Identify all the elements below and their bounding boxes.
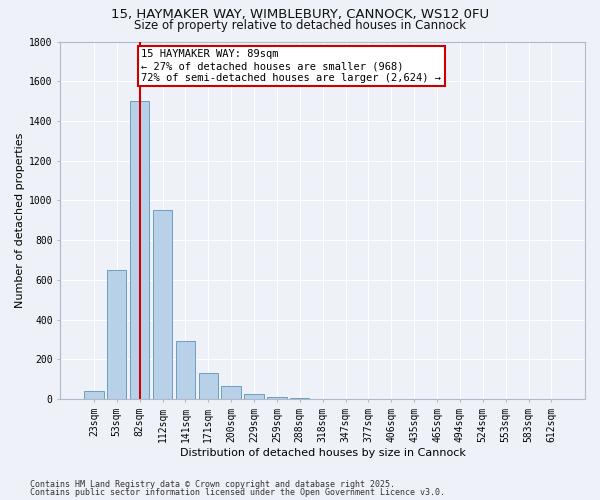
Bar: [153, 210, 172, 399]
Text: Contains HM Land Registry data © Crown copyright and database right 2025.: Contains HM Land Registry data © Crown c…: [30, 480, 395, 489]
Bar: [267, 397, 287, 399]
Y-axis label: Number of detached properties: Number of detached properties: [15, 132, 25, 308]
X-axis label: Distribution of detached houses by size in Cannock: Distribution of detached houses by size …: [180, 448, 466, 458]
Bar: [199, 373, 218, 399]
Bar: [221, 386, 241, 399]
Bar: [290, 398, 310, 399]
Bar: [176, 342, 195, 399]
Text: 15, HAYMAKER WAY, WIMBLEBURY, CANNOCK, WS12 0FU: 15, HAYMAKER WAY, WIMBLEBURY, CANNOCK, W…: [111, 8, 489, 21]
Bar: [107, 270, 127, 399]
Bar: [244, 394, 264, 399]
Bar: [84, 391, 104, 399]
Bar: [130, 101, 149, 399]
Text: Contains public sector information licensed under the Open Government Licence v3: Contains public sector information licen…: [30, 488, 445, 497]
Text: Size of property relative to detached houses in Cannock: Size of property relative to detached ho…: [134, 19, 466, 32]
Text: 15 HAYMAKER WAY: 89sqm
← 27% of detached houses are smaller (968)
72% of semi-de: 15 HAYMAKER WAY: 89sqm ← 27% of detached…: [142, 50, 442, 82]
